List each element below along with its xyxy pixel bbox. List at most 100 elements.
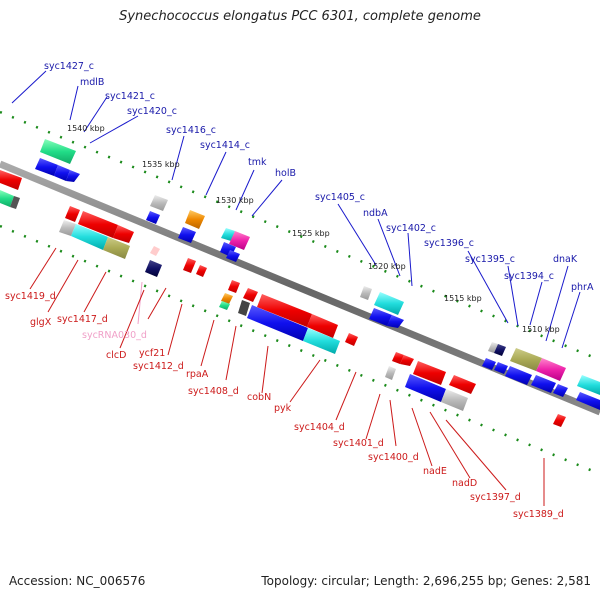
gene-label-sycrna030-d: sycRNA030_d bbox=[82, 330, 147, 341]
gene-feature bbox=[221, 293, 233, 304]
gene-feature bbox=[369, 308, 392, 326]
gene-label-rpaa: rpaA bbox=[186, 369, 209, 380]
gene-feature bbox=[145, 260, 162, 277]
gene-feature bbox=[449, 375, 476, 394]
gene-label-syc1389-d: syc1389_d bbox=[513, 509, 564, 520]
gene-label-ndba: ndbA bbox=[363, 208, 388, 219]
lower-leader-lines bbox=[29, 247, 545, 506]
gene-feature bbox=[482, 358, 496, 370]
gene-feature bbox=[219, 301, 230, 310]
gene-label-syc1396-c: syc1396_c bbox=[424, 238, 474, 249]
kbp-label: 1535 kbp bbox=[142, 160, 180, 169]
gene-feature bbox=[247, 305, 308, 341]
gene-feature bbox=[392, 352, 404, 364]
gene-label-clcd: clcD bbox=[106, 350, 126, 361]
gene-feature bbox=[150, 195, 168, 211]
gene-feature bbox=[405, 374, 446, 402]
gene-label-syc1402-c: syc1402_c bbox=[386, 223, 436, 234]
gene-feature bbox=[307, 314, 338, 338]
gene-feature bbox=[196, 265, 207, 277]
upper-leader-lines bbox=[11, 70, 581, 349]
gene-feature bbox=[360, 286, 372, 300]
gene-feature bbox=[345, 333, 358, 346]
gene-features bbox=[0, 139, 600, 427]
gene-feature bbox=[505, 366, 532, 385]
gene-label-syc1397-d: syc1397_d bbox=[470, 492, 521, 503]
gene-label-syc1427-c: syc1427_c bbox=[44, 61, 94, 72]
gene-label-ycf21: ycf21 bbox=[139, 348, 165, 359]
gene-feature bbox=[488, 342, 498, 353]
gene-feature bbox=[494, 344, 506, 356]
gene-feature bbox=[183, 258, 196, 273]
kbp-label: 1520 kbp bbox=[368, 262, 406, 271]
gene-label-syc1395-c: syc1395_c bbox=[465, 254, 515, 265]
gene-label-syc1417-d: syc1417_d bbox=[57, 314, 108, 325]
topology-text: Topology: circular; Length: 2,696,255 bp… bbox=[261, 574, 591, 588]
kbp-label: 1515 kbp bbox=[444, 294, 482, 303]
gene-feature bbox=[303, 328, 340, 354]
gene-label-syc1421-c: syc1421_c bbox=[105, 91, 155, 102]
gene-feature bbox=[387, 315, 404, 328]
gene-feature bbox=[413, 361, 446, 385]
gene-label-syc1401-d: syc1401_d bbox=[333, 438, 384, 449]
gene-feature bbox=[510, 348, 542, 371]
gene-feature bbox=[229, 231, 250, 250]
gene-feature bbox=[40, 139, 76, 164]
kbp-label: 1540 kbp bbox=[67, 124, 105, 133]
gene-label-nade: nadE bbox=[423, 466, 447, 477]
gene-feature bbox=[71, 224, 108, 250]
gene-feature bbox=[441, 389, 468, 411]
gene-label-syc1394-c: syc1394_c bbox=[504, 271, 554, 282]
gene-label-tmk: tmk bbox=[248, 157, 267, 168]
kbp-label: 1510 kbp bbox=[522, 325, 560, 334]
gene-feature bbox=[0, 170, 22, 190]
gene-feature bbox=[10, 196, 20, 209]
gene-label-syc1419-d: syc1419_d bbox=[5, 291, 56, 302]
gene-feature bbox=[243, 288, 258, 302]
gene-feature bbox=[103, 237, 130, 259]
gene-feature bbox=[531, 375, 556, 393]
gene-label-dnak: dnaK bbox=[553, 254, 578, 265]
gene-feature bbox=[185, 210, 205, 229]
gene-label-glgx: glgX bbox=[30, 317, 52, 328]
gene-label-mdlb: mdlB bbox=[80, 77, 104, 88]
gene-label-phra: phrA bbox=[571, 282, 594, 293]
gene-label-syc1414-c: syc1414_c bbox=[200, 140, 250, 151]
gene-feature bbox=[577, 375, 600, 395]
gene-label-syc1412-d: syc1412_d bbox=[133, 361, 184, 372]
gene-label-nadd: nadD bbox=[452, 478, 477, 489]
gene-feature bbox=[553, 414, 566, 427]
gene-label-syc1405-c: syc1405_c bbox=[315, 192, 365, 203]
gene-feature bbox=[238, 300, 250, 316]
gene-feature bbox=[553, 384, 568, 397]
gene-feature bbox=[59, 220, 76, 236]
gene-feature bbox=[35, 158, 58, 176]
gene-feature bbox=[374, 292, 404, 315]
gene-feature bbox=[0, 190, 14, 207]
gene-feature bbox=[65, 206, 80, 222]
genome-backbone bbox=[0, 160, 600, 416]
gene-label-syc1416-c: syc1416_c bbox=[166, 125, 216, 136]
gene-label-syc1404-d: syc1404_d bbox=[294, 422, 345, 433]
gene-label-syc1420-c: syc1420_c bbox=[127, 106, 177, 117]
gene-feature bbox=[146, 211, 160, 224]
kbp-label: 1530 kbp bbox=[216, 196, 254, 205]
gene-feature bbox=[536, 358, 566, 381]
gene-feature bbox=[494, 362, 508, 374]
gene-feature bbox=[385, 366, 396, 380]
genome-title: Synechococcus elongatus PCC 6301, comple… bbox=[119, 9, 481, 24]
gene-label-syc1400-d: syc1400_d bbox=[368, 452, 419, 463]
accession-text: Accession: NC_006576 bbox=[9, 574, 146, 588]
gene-feature bbox=[150, 246, 160, 256]
gene-feature bbox=[576, 392, 600, 410]
gene-label-cobn: cobN bbox=[247, 392, 271, 403]
gene-feature bbox=[257, 294, 312, 327]
gene-feature bbox=[226, 250, 240, 262]
gene-label-syc1408-d: syc1408_d bbox=[188, 386, 239, 397]
gene-feature bbox=[113, 225, 134, 243]
gene-label-holb: holB bbox=[275, 168, 296, 179]
gene-label-pyk: pyk bbox=[274, 403, 292, 414]
gene-feature bbox=[228, 280, 240, 293]
gene-feature bbox=[178, 227, 196, 243]
